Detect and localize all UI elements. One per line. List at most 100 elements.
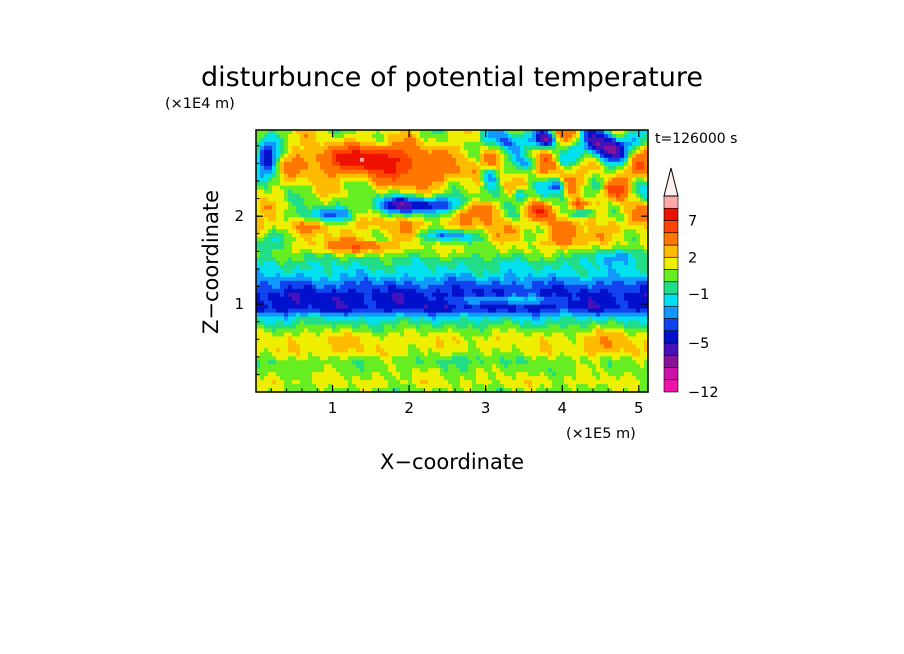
contour-cell [364, 249, 369, 254]
contour-cell [528, 368, 533, 373]
contour-cell [488, 209, 493, 214]
contour-cell [292, 153, 297, 159]
contour-cell [324, 173, 329, 179]
contour-cell [452, 181, 457, 187]
contour-cell [380, 300, 385, 306]
contour-cell [300, 276, 305, 282]
contour-cell [492, 149, 497, 155]
contour-cell [332, 185, 337, 191]
contour-cell [404, 384, 409, 389]
contour-cell [328, 130, 333, 135]
contour-cell [448, 225, 453, 230]
contour-cell [256, 145, 261, 151]
contour-cell [348, 288, 353, 294]
contour-cell [388, 177, 393, 183]
contour-cell [328, 296, 333, 302]
contour-cell [364, 380, 369, 385]
contour-cell [312, 292, 317, 298]
contour-cell [548, 300, 553, 306]
contour-cell [428, 209, 433, 214]
contour-cell [516, 169, 521, 175]
contour-cell [352, 249, 357, 254]
contour-cell [524, 177, 529, 183]
contour-cell [396, 320, 401, 326]
contour-cell [472, 268, 477, 274]
contour-cell [340, 189, 345, 195]
contour-cell [520, 384, 525, 389]
contour-cell [320, 320, 325, 326]
contour-cell [520, 145, 525, 151]
contour-cell [448, 137, 453, 143]
contour-cell [464, 308, 469, 314]
contour-cell [288, 280, 293, 286]
contour-cell [508, 161, 513, 167]
contour-cell [512, 316, 517, 322]
contour-cell [312, 133, 317, 139]
contour-cell [368, 372, 373, 377]
contour-cell [472, 133, 477, 139]
contour-cell [536, 133, 541, 139]
contour-cell [508, 292, 513, 298]
contour-cell [276, 137, 281, 143]
contour-cell [540, 257, 545, 262]
contour-cell [400, 229, 405, 234]
contour-cell [280, 261, 285, 266]
contour-cell [416, 201, 421, 207]
contour-cell [544, 376, 549, 381]
contour-cell [528, 264, 533, 270]
contour-cell [520, 249, 525, 254]
contour-cell [268, 268, 273, 274]
contour-cell [412, 388, 417, 393]
contour-cell [288, 193, 293, 199]
contour-cell [336, 153, 341, 159]
contour-cell [340, 185, 345, 191]
contour-cell [552, 193, 557, 199]
contour-cell [332, 264, 337, 270]
contour-cell [392, 312, 397, 318]
contour-cell [456, 229, 461, 234]
contour-cell [436, 189, 441, 195]
contour-cell [328, 336, 333, 341]
contour-cell [504, 324, 509, 330]
contour-cell [340, 145, 345, 151]
contour-cell [276, 292, 281, 298]
contour-cell [260, 221, 265, 226]
contour-cell [364, 332, 369, 338]
contour-cell [384, 233, 389, 238]
contour-cell [432, 181, 437, 187]
contour-cell [396, 133, 401, 139]
contour-cell [484, 221, 489, 226]
contour-cell [300, 316, 305, 322]
contour-cell [352, 213, 357, 218]
contour-cell [256, 352, 261, 357]
contour-cell [400, 268, 405, 274]
contour-cell [424, 225, 429, 230]
contour-cell [348, 368, 353, 373]
contour-cell [348, 221, 353, 226]
contour-cell [408, 308, 413, 314]
contour-cell [428, 272, 433, 278]
contour-cell [300, 197, 305, 203]
contour-cell [380, 169, 385, 175]
contour-cell [440, 384, 445, 389]
contour-cell [508, 233, 513, 238]
contour-cell [340, 296, 345, 302]
contour-cell [404, 332, 409, 338]
contour-cell [492, 328, 497, 334]
contour-cell [368, 380, 373, 385]
contour-cell [372, 137, 377, 143]
contour-cell [296, 249, 301, 254]
contour-cell [544, 328, 549, 334]
contour-cell [444, 268, 449, 274]
contour-cell [424, 284, 429, 290]
contour-cell [292, 201, 297, 207]
contour-cell [268, 213, 273, 218]
contour-cell [428, 173, 433, 179]
contour-cell [380, 296, 385, 302]
contour-cell [476, 284, 481, 290]
contour-cell [368, 241, 373, 246]
contour-cell [312, 348, 317, 353]
contour-cell [460, 241, 465, 246]
contour-cell [280, 189, 285, 195]
contour-cell [336, 189, 341, 195]
